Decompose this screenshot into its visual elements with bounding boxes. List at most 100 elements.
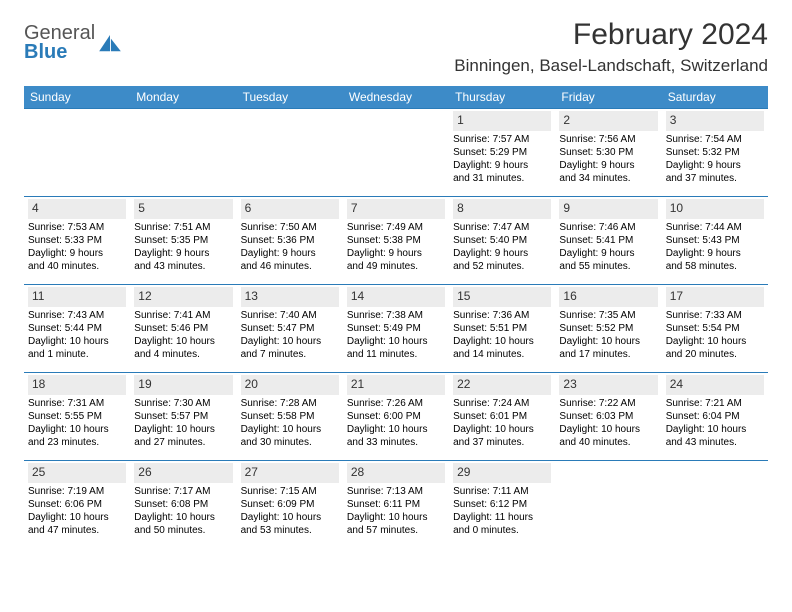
- calendar-day-cell: 4Sunrise: 7:53 AMSunset: 5:33 PMDaylight…: [24, 197, 130, 285]
- day-data-line: Daylight: 10 hours: [134, 423, 232, 436]
- day-data-line: Sunrise: 7:24 AM: [453, 397, 551, 410]
- calendar-day-cell: 15Sunrise: 7:36 AMSunset: 5:51 PMDayligh…: [449, 285, 555, 373]
- day-data: Sunrise: 7:44 AMSunset: 5:43 PMDaylight:…: [666, 221, 764, 273]
- day-data: Sunrise: 7:51 AMSunset: 5:35 PMDaylight:…: [134, 221, 232, 273]
- day-data: Sunrise: 7:31 AMSunset: 5:55 PMDaylight:…: [28, 397, 126, 449]
- day-data-line: and 14 minutes.: [453, 348, 551, 361]
- day-data-line: Sunset: 5:33 PM: [28, 234, 126, 247]
- calendar-day-cell: 23Sunrise: 7:22 AMSunset: 6:03 PMDayligh…: [555, 373, 661, 461]
- day-number: 17: [666, 287, 764, 307]
- day-data-line: Sunset: 6:09 PM: [241, 498, 339, 511]
- day-data-line: Sunset: 5:35 PM: [134, 234, 232, 247]
- day-data-line: Sunset: 5:44 PM: [28, 322, 126, 335]
- day-data: Sunrise: 7:28 AMSunset: 5:58 PMDaylight:…: [241, 397, 339, 449]
- day-data-line: and 58 minutes.: [666, 260, 764, 273]
- day-data: Sunrise: 7:15 AMSunset: 6:09 PMDaylight:…: [241, 485, 339, 537]
- day-data-line: Sunrise: 7:33 AM: [666, 309, 764, 322]
- day-data-line: and 34 minutes.: [559, 172, 657, 185]
- day-data-line: Sunset: 5:32 PM: [666, 146, 764, 159]
- calendar-table: Sunday Monday Tuesday Wednesday Thursday…: [24, 86, 768, 549]
- calendar-day-cell: 27Sunrise: 7:15 AMSunset: 6:09 PMDayligh…: [237, 461, 343, 549]
- brand-logo: General Blue: [24, 18, 121, 62]
- day-data-line: Sunset: 5:52 PM: [559, 322, 657, 335]
- day-data-line: Sunset: 6:08 PM: [134, 498, 232, 511]
- day-data-line: Daylight: 9 hours: [241, 247, 339, 260]
- day-data-line: and 4 minutes.: [134, 348, 232, 361]
- day-data: Sunrise: 7:24 AMSunset: 6:01 PMDaylight:…: [453, 397, 551, 449]
- day-number: 25: [28, 463, 126, 483]
- day-data-line: Daylight: 10 hours: [28, 335, 126, 348]
- day-data-line: and 50 minutes.: [134, 524, 232, 537]
- day-data-line: Sunrise: 7:57 AM: [453, 133, 551, 146]
- day-data-line: Sunset: 5:41 PM: [559, 234, 657, 247]
- calendar-week-row: 4Sunrise: 7:53 AMSunset: 5:33 PMDaylight…: [24, 197, 768, 285]
- day-data-line: Sunrise: 7:19 AM: [28, 485, 126, 498]
- calendar-day-cell: 22Sunrise: 7:24 AMSunset: 6:01 PMDayligh…: [449, 373, 555, 461]
- day-data: Sunrise: 7:38 AMSunset: 5:49 PMDaylight:…: [347, 309, 445, 361]
- day-data: Sunrise: 7:36 AMSunset: 5:51 PMDaylight:…: [453, 309, 551, 361]
- day-data-line: and 0 minutes.: [453, 524, 551, 537]
- weekday-header-row: Sunday Monday Tuesday Wednesday Thursday…: [24, 86, 768, 109]
- calendar-week-row: 11Sunrise: 7:43 AMSunset: 5:44 PMDayligh…: [24, 285, 768, 373]
- day-data-line: Sunrise: 7:54 AM: [666, 133, 764, 146]
- day-data: Sunrise: 7:40 AMSunset: 5:47 PMDaylight:…: [241, 309, 339, 361]
- sail-icon: [99, 35, 121, 53]
- day-data-line: and 43 minutes.: [134, 260, 232, 273]
- day-number: 21: [347, 375, 445, 395]
- day-data-line: Daylight: 10 hours: [559, 423, 657, 436]
- day-data-line: Daylight: 10 hours: [28, 511, 126, 524]
- day-data-line: Sunrise: 7:31 AM: [28, 397, 126, 410]
- day-number: 9: [559, 199, 657, 219]
- day-data-line: Sunset: 6:11 PM: [347, 498, 445, 511]
- calendar-day-cell: [237, 109, 343, 197]
- calendar-day-cell: 19Sunrise: 7:30 AMSunset: 5:57 PMDayligh…: [130, 373, 236, 461]
- day-number: 27: [241, 463, 339, 483]
- day-data-line: and 33 minutes.: [347, 436, 445, 449]
- day-data: Sunrise: 7:35 AMSunset: 5:52 PMDaylight:…: [559, 309, 657, 361]
- day-number: 28: [347, 463, 445, 483]
- day-data-line: and 27 minutes.: [134, 436, 232, 449]
- day-data: Sunrise: 7:43 AMSunset: 5:44 PMDaylight:…: [28, 309, 126, 361]
- day-data-line: Daylight: 9 hours: [453, 247, 551, 260]
- location-subtitle: Binningen, Basel-Landschaft, Switzerland: [454, 56, 768, 76]
- day-data-line: and 40 minutes.: [559, 436, 657, 449]
- day-data-line: Daylight: 9 hours: [559, 159, 657, 172]
- weekday-header: Monday: [130, 86, 236, 109]
- day-data-line: and 11 minutes.: [347, 348, 445, 361]
- day-data-line: Sunrise: 7:47 AM: [453, 221, 551, 234]
- calendar-day-cell: [130, 109, 236, 197]
- day-number: 16: [559, 287, 657, 307]
- day-data-line: Sunrise: 7:22 AM: [559, 397, 657, 410]
- day-data-line: Daylight: 10 hours: [241, 335, 339, 348]
- day-data-line: Daylight: 9 hours: [559, 247, 657, 260]
- day-data-line: and 23 minutes.: [28, 436, 126, 449]
- day-data: Sunrise: 7:19 AMSunset: 6:06 PMDaylight:…: [28, 485, 126, 537]
- day-data-line: and 53 minutes.: [241, 524, 339, 537]
- day-data-line: Sunrise: 7:26 AM: [347, 397, 445, 410]
- calendar-day-cell: 24Sunrise: 7:21 AMSunset: 6:04 PMDayligh…: [662, 373, 768, 461]
- day-data-line: Sunset: 6:00 PM: [347, 410, 445, 423]
- day-data-line: Sunset: 6:04 PM: [666, 410, 764, 423]
- day-data-line: Daylight: 11 hours: [453, 511, 551, 524]
- day-data-line: and 49 minutes.: [347, 260, 445, 273]
- calendar-body: 1Sunrise: 7:57 AMSunset: 5:29 PMDaylight…: [24, 109, 768, 549]
- day-data-line: Daylight: 9 hours: [453, 159, 551, 172]
- day-data: Sunrise: 7:22 AMSunset: 6:03 PMDaylight:…: [559, 397, 657, 449]
- day-data-line: Sunrise: 7:46 AM: [559, 221, 657, 234]
- day-number: 5: [134, 199, 232, 219]
- calendar-week-row: 1Sunrise: 7:57 AMSunset: 5:29 PMDaylight…: [24, 109, 768, 197]
- day-number: 29: [453, 463, 551, 483]
- weekday-header: Sunday: [24, 86, 130, 109]
- day-data: Sunrise: 7:57 AMSunset: 5:29 PMDaylight:…: [453, 133, 551, 185]
- calendar-day-cell: 8Sunrise: 7:47 AMSunset: 5:40 PMDaylight…: [449, 197, 555, 285]
- day-data-line: Daylight: 9 hours: [666, 159, 764, 172]
- day-number: 14: [347, 287, 445, 307]
- day-data: Sunrise: 7:17 AMSunset: 6:08 PMDaylight:…: [134, 485, 232, 537]
- day-data-line: Sunset: 5:54 PM: [666, 322, 764, 335]
- day-data-line: Sunrise: 7:53 AM: [28, 221, 126, 234]
- day-data-line: Sunset: 5:57 PM: [134, 410, 232, 423]
- calendar-day-cell: [555, 461, 661, 549]
- day-data-line: Sunset: 6:12 PM: [453, 498, 551, 511]
- day-data-line: Daylight: 10 hours: [347, 335, 445, 348]
- day-data-line: Sunset: 6:03 PM: [559, 410, 657, 423]
